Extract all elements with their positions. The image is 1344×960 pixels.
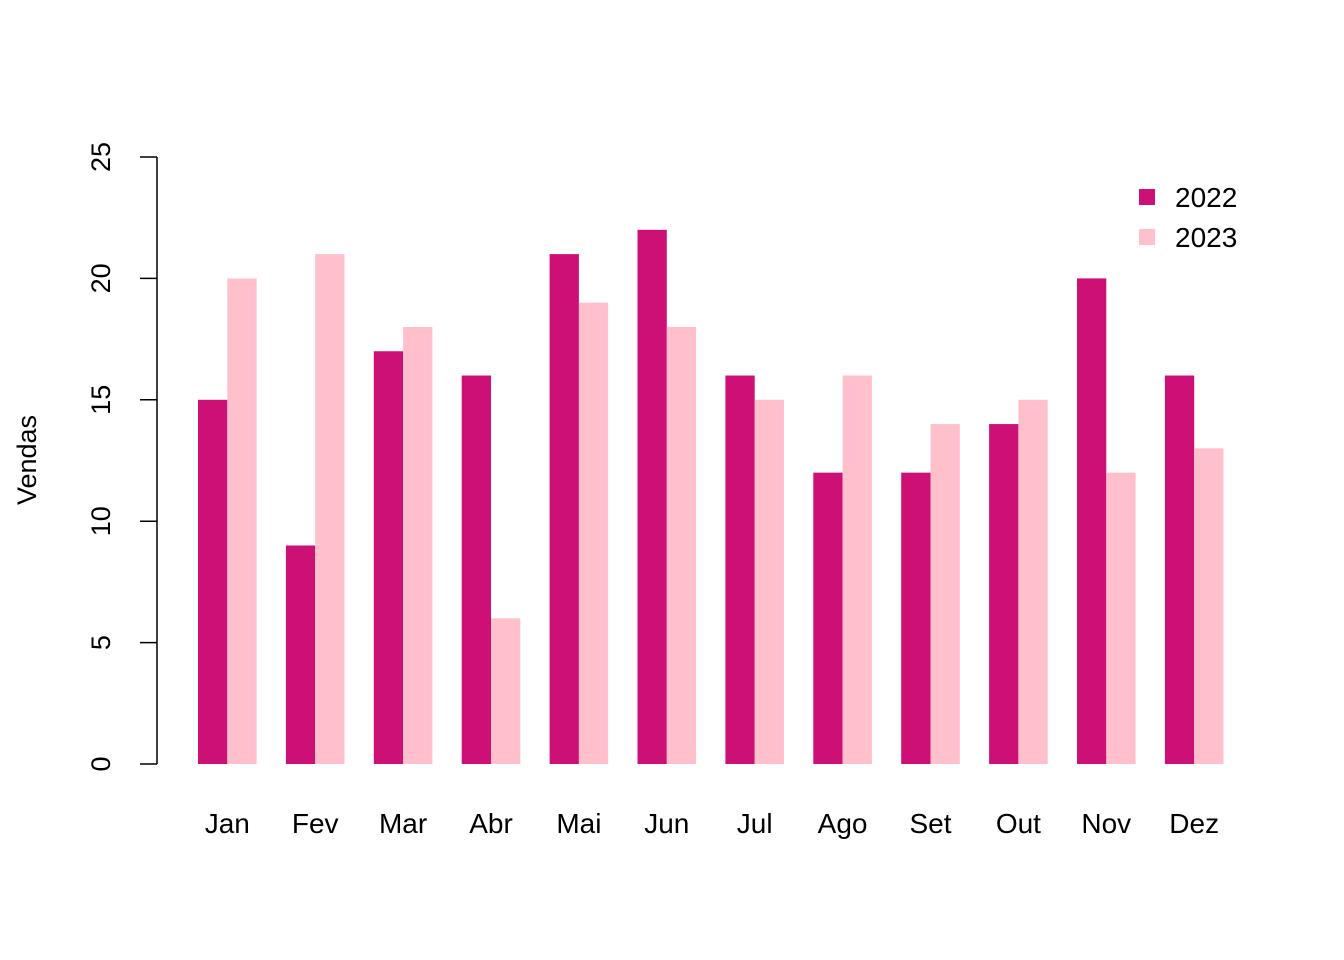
bar-2022-Ago: [813, 472, 843, 764]
bar-2022-Set: [901, 472, 931, 764]
bar-2022-Jun: [637, 229, 667, 765]
legend-label: 2022: [1175, 182, 1237, 213]
y-tick-label: 20: [86, 263, 116, 293]
x-tick-label: Out: [996, 808, 1041, 839]
bar-2022-Mai: [549, 254, 579, 764]
legend-label: 2023: [1175, 222, 1237, 253]
bar-2023-Mar: [403, 326, 433, 764]
bar-2023-Mai: [578, 302, 609, 764]
bar-2022-Abr: [461, 375, 491, 764]
bar-2022-Dez: [1164, 375, 1195, 764]
bar-2023-Out: [1018, 399, 1048, 764]
bar-2022-Mar: [373, 351, 404, 764]
y-tick-label: 5: [86, 635, 116, 650]
y-tick-label: 0: [86, 756, 116, 771]
legend: 2022 2023: [1139, 182, 1237, 253]
x-tick-label: Dez: [1169, 808, 1219, 839]
bar-2023-Fev: [315, 254, 345, 764]
x-tick-label: Ago: [818, 808, 868, 839]
bar-2022-Fev: [285, 545, 316, 764]
y-axis: 0 5 10 15 20 25: [86, 142, 158, 772]
x-tick-label: Mar: [379, 808, 427, 839]
bar-2023-Abr: [491, 618, 521, 764]
y-axis-title: Vendas: [12, 415, 42, 505]
bar-2023-Jul: [754, 399, 784, 764]
bar-2023-Dez: [1194, 448, 1224, 764]
bar-2023-Ago: [842, 375, 872, 764]
y-tick-label: 15: [86, 385, 116, 415]
bar-2023-Nov: [1106, 472, 1136, 764]
x-tick-label: Nov: [1081, 808, 1131, 839]
x-tick-label: Jul: [737, 808, 773, 839]
legend-swatch-2023: [1139, 229, 1155, 245]
bar-2022-Jul: [725, 375, 755, 764]
bar-2022-Out: [989, 424, 1019, 764]
y-tick-label: 25: [86, 142, 116, 172]
y-tick-label: 10: [86, 506, 116, 536]
bars-group: [198, 229, 1224, 765]
bar-2023-Set: [930, 424, 960, 764]
legend-swatch-2022: [1139, 189, 1155, 205]
bar-2023-Jan: [227, 278, 257, 764]
bar-2023-Jun: [666, 326, 697, 764]
x-tick-label: Jun: [644, 808, 689, 839]
x-axis-labels: Jan Fev Mar Abr Mai Jun Jul Ago Set Out Nov Dez: [205, 808, 1219, 839]
x-tick-label: Set: [909, 808, 951, 839]
bar-2022-Jan: [198, 399, 228, 764]
x-tick-label: Abr: [469, 808, 513, 839]
x-tick-label: Jan: [205, 808, 250, 839]
x-tick-label: Fev: [292, 808, 339, 839]
x-tick-label: Mai: [556, 808, 601, 839]
bar-2022-Nov: [1077, 278, 1107, 764]
